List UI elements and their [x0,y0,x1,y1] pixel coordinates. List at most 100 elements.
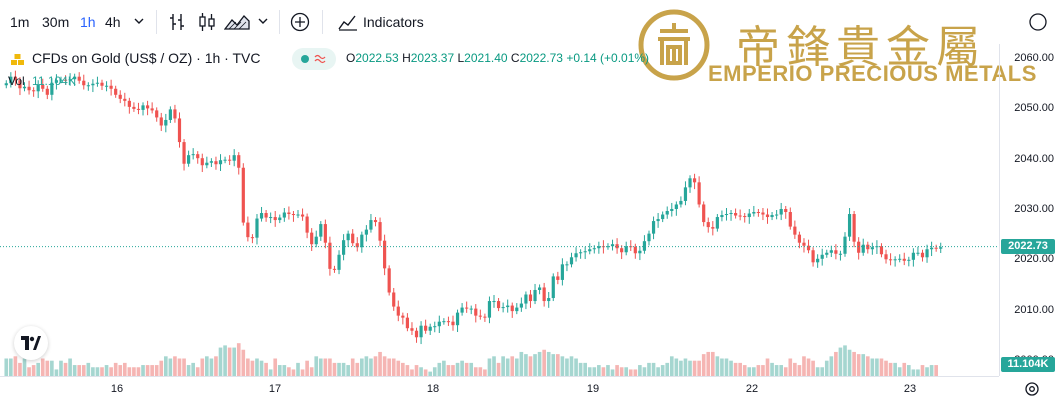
volume-bar [100,367,104,376]
volume-bar [483,369,487,376]
volume-bar [451,365,455,376]
volume-value: 11.104K [32,74,76,88]
volume-bar [865,356,870,376]
price-tick: 2060.00 [1014,52,1054,65]
volume-bar [95,367,100,376]
volume-bar [209,358,214,376]
candle-body [314,236,318,245]
time-axis[interactable]: 16 17 18 19 22 23 [0,376,999,402]
candle-body [902,258,906,261]
settings-gear-icon[interactable] [1023,380,1041,398]
candle-body [702,204,706,223]
volume-bar [633,369,638,376]
candle-body [218,160,223,165]
volume-bar [888,362,893,376]
symbol-title[interactable]: CFDs on Gold (US$ / OZ) · 1h · TVC [32,50,261,66]
volume-bar [747,367,752,376]
candle-body [205,162,209,166]
candle-body [428,326,432,331]
volume-bar [255,358,259,376]
candle-body [164,119,168,126]
volume-bar [601,367,606,376]
volume-bar [273,358,278,376]
volume-bar [432,367,437,376]
volume-bar [391,358,396,376]
volume-bar [469,362,474,376]
candle-body [269,217,273,219]
volume-bar [487,358,492,376]
candle-body [177,118,182,143]
candle-body [784,208,788,213]
chart-legend: CFDs on Gold (US$ / OZ) · 1h · TVC O2022… [0,47,1000,71]
volume-bar [72,365,77,376]
indicators-button[interactable]: Indicators [363,14,424,30]
add-compare-icon[interactable] [290,12,310,32]
candle-body [264,213,268,218]
volume-bar [127,367,132,376]
interval-4h[interactable]: 4h [105,14,121,30]
volume-bar [551,354,556,376]
candle-body [651,221,656,234]
interval-30m[interactable]: 30m [42,14,70,30]
volume-bar [884,360,888,376]
bar-chart-icon[interactable] [168,12,186,32]
candle-body [506,305,510,308]
candle-body [679,200,683,205]
volume-bar [615,365,619,376]
volume-bar [852,351,856,376]
volume-bar [524,354,528,376]
volume-bar [619,367,624,376]
chevron-down-icon[interactable] [133,15,145,27]
candle-body [911,252,915,260]
volume-bar [770,362,774,376]
volume-bar [669,356,674,376]
area-chart-icon[interactable] [224,13,250,31]
candle-body [487,301,492,318]
candle-body [770,215,774,218]
candle-body [528,294,533,302]
candle-body [95,82,100,84]
market-status-pill[interactable] [292,48,336,70]
volume-bar [141,365,145,376]
candle-body [369,220,373,230]
candle-body [437,321,441,327]
volume-bar [122,362,127,376]
price-chart[interactable] [0,44,999,376]
candle-chart-icon[interactable] [198,12,216,32]
volume-bar [223,345,227,376]
fullscreen-icon[interactable] [1028,12,1048,32]
candle-body [752,212,756,214]
volume-bar [911,369,916,376]
candle-body [127,100,131,107]
volume-bar [510,356,515,376]
price-axis[interactable]: 2060.00 2050.00 2040.00 2030.00 2020.00 … [999,44,1059,376]
volume-bar [597,365,601,376]
candle-body [820,254,824,259]
candle-body [82,80,86,86]
candle-body [743,216,747,218]
candle-body [556,276,560,280]
volume-bar [473,367,478,376]
volume-bar [492,356,496,376]
tradingview-logo[interactable] [14,326,48,360]
toolbar-divider [279,10,280,34]
chevron-down-icon[interactable] [257,15,269,27]
candle-body [259,213,264,219]
volume-bar [177,358,182,376]
volume-bar [132,367,136,376]
interval-1h[interactable]: 1h [80,14,96,30]
candle-body [410,328,414,331]
indicators-icon[interactable] [338,13,358,31]
candle-body [328,242,332,269]
volume-bar [437,362,442,376]
candle-body [633,246,637,254]
volume-bar [897,367,902,376]
volume-bar [9,358,13,376]
candle-body [829,250,833,253]
candle-body [123,98,127,101]
candle-body [378,222,382,241]
candle-body [187,155,191,164]
candle-body [155,110,159,118]
interval-1m[interactable]: 1m [10,14,30,30]
volume-bar [870,358,875,376]
